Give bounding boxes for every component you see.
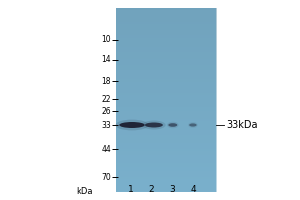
Text: 70: 70 bbox=[101, 172, 111, 182]
Text: 22: 22 bbox=[101, 95, 111, 104]
Text: 18: 18 bbox=[101, 76, 111, 86]
Text: 44: 44 bbox=[101, 144, 111, 154]
Ellipse shape bbox=[119, 122, 145, 128]
Bar bbox=[116, 8, 216, 192]
Text: 33kDa: 33kDa bbox=[226, 120, 258, 130]
Ellipse shape bbox=[188, 122, 198, 128]
Text: 26: 26 bbox=[101, 106, 111, 116]
Ellipse shape bbox=[189, 123, 197, 127]
Ellipse shape bbox=[167, 122, 178, 128]
Text: 1: 1 bbox=[128, 185, 134, 194]
Text: 4: 4 bbox=[191, 185, 196, 194]
Text: 33: 33 bbox=[101, 120, 111, 130]
Text: 10: 10 bbox=[101, 36, 111, 45]
Ellipse shape bbox=[145, 122, 163, 128]
Ellipse shape bbox=[142, 120, 166, 130]
Text: kDa: kDa bbox=[76, 186, 93, 196]
Text: 3: 3 bbox=[169, 185, 175, 194]
Text: 2: 2 bbox=[149, 185, 154, 194]
Text: 14: 14 bbox=[101, 55, 111, 64]
Ellipse shape bbox=[116, 120, 148, 130]
Ellipse shape bbox=[168, 123, 177, 127]
